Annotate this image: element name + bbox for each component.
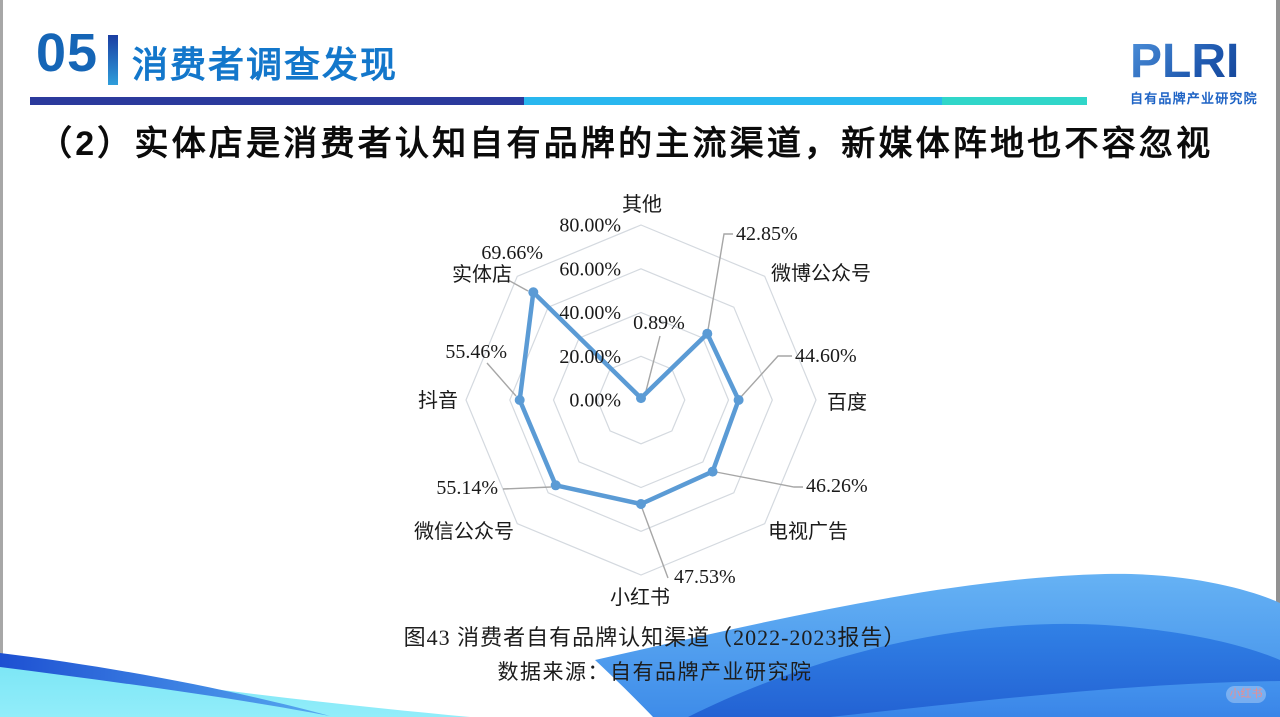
wave-left-cyan (0, 658, 470, 717)
plri-logo-text: PLRI (1130, 38, 1260, 86)
slide-heading: （2）实体店是消费者认知自有品牌的主流渠道，新媒体阵地也不容忽视 (38, 125, 1214, 163)
section-number: 05 (36, 23, 99, 83)
xiaohongshu-watermark: 小红书 (1226, 686, 1266, 703)
wave-left-crescent (0, 653, 330, 716)
header-underline-navy (30, 97, 524, 105)
wave-right-bottom (830, 681, 1280, 717)
plri-logo-subtitle: 自有品牌产业研究院 (1130, 91, 1258, 106)
header-underline-sky (524, 97, 942, 105)
header-title: 消费者调查发现 (132, 44, 399, 85)
screenshot-right-edge (1276, 0, 1280, 717)
figure-caption-source: 数据来源：自有品牌产业研究院 (497, 660, 813, 684)
header-underline-teal (942, 97, 1087, 105)
header-divider-bar (108, 35, 118, 85)
figure-caption: 图43 消费者自有品牌认知渠道（2022-2023报告） 数据来源：自有品牌产业… (280, 620, 1030, 686)
screenshot-left-edge (0, 0, 3, 717)
figure-caption-title: 图43 消费者自有品牌认知渠道（2022-2023报告） (403, 625, 907, 650)
plri-logo: PLRI 自有品牌产业研究院 (1130, 38, 1260, 107)
